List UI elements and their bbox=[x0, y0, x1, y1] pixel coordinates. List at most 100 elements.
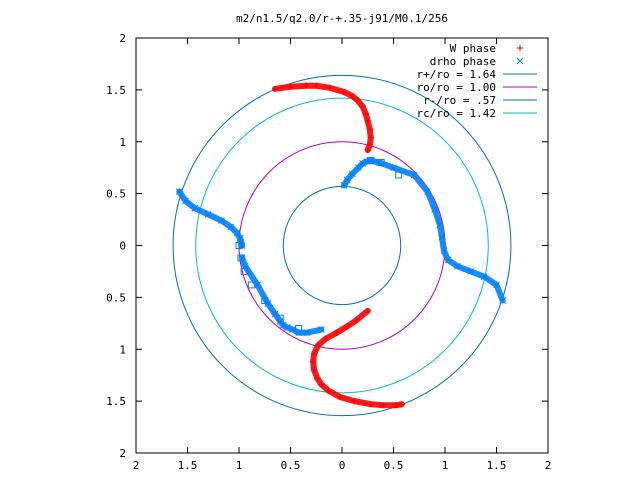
w-phase-point bbox=[362, 110, 369, 117]
drho-phase-point bbox=[454, 262, 461, 270]
w-phase-point bbox=[341, 88, 348, 95]
x-tick-label: 1 bbox=[442, 459, 449, 472]
drho-phase-square-point bbox=[247, 281, 255, 289]
x-tick-label: 1.5 bbox=[487, 459, 507, 472]
drho-phase-point bbox=[410, 171, 418, 179]
w-phase-point bbox=[398, 401, 405, 408]
drho-phase-point bbox=[424, 188, 431, 195]
y-tick-label: 0.5 bbox=[106, 291, 126, 304]
w-phase-point bbox=[315, 342, 322, 349]
w-phase-point bbox=[311, 367, 318, 373]
drho-phase-square-point bbox=[377, 159, 385, 166]
x-tick-label: 0.5 bbox=[281, 459, 301, 472]
drho-phase-square-point bbox=[237, 254, 245, 262]
drho-phase-point bbox=[182, 197, 189, 205]
drho-phase-point bbox=[440, 247, 448, 255]
drho-phase-point bbox=[233, 229, 241, 237]
drho-phase-point bbox=[236, 234, 244, 242]
drho-phase-point bbox=[340, 181, 348, 189]
w-phase-point bbox=[336, 393, 343, 400]
drho-phase-point bbox=[444, 256, 452, 264]
legend-sample-drho-phase bbox=[516, 57, 524, 65]
drho-phase-point bbox=[438, 233, 446, 241]
x-tick-label: 2 bbox=[133, 459, 140, 472]
w-phase-point bbox=[272, 85, 279, 92]
y-tick-label: 1.5 bbox=[106, 84, 126, 97]
axes-layer: 2 1.5 1 0.5 0 0.5 1 1.5 221.510.500.511.52 bbox=[106, 32, 551, 472]
drho-phase-point bbox=[218, 217, 225, 224]
drho-phase-point bbox=[175, 188, 183, 195]
drho-phase-point bbox=[359, 160, 366, 167]
drho-phase-point bbox=[204, 211, 212, 218]
x-tick-label: 2 bbox=[545, 459, 552, 472]
drho-phase-point bbox=[191, 204, 199, 212]
w-phase-point bbox=[367, 401, 374, 408]
w-phase-point bbox=[364, 307, 371, 314]
chart-title: m2/n1.5/q2.0/r-+.35-j91/M0.1/256 bbox=[236, 12, 448, 25]
drho-phase-point bbox=[279, 322, 287, 329]
circle-r-minus bbox=[282, 185, 402, 306]
w-phase-point bbox=[326, 84, 333, 91]
drho-phase-point bbox=[499, 297, 507, 304]
w-phase-point bbox=[311, 350, 318, 357]
drho-phase-band-0 bbox=[176, 188, 246, 249]
w-phase-point bbox=[367, 134, 374, 141]
w-phase-point bbox=[302, 82, 309, 89]
w-phase-point bbox=[318, 381, 325, 388]
legend-label-w-phase: W phase bbox=[450, 42, 496, 55]
y-tick-label: 1 bbox=[119, 343, 126, 356]
y-tick-label: 2 bbox=[119, 32, 126, 45]
y-tick-label: 2 bbox=[119, 447, 126, 460]
drho-phase-square-point bbox=[240, 267, 248, 275]
w-phase-point bbox=[313, 82, 320, 89]
legend-label-drho-phase: drho phase bbox=[430, 55, 496, 68]
y-tick-label: 0 bbox=[119, 240, 126, 253]
legend-label-rc: rc/ro = 1.42 bbox=[417, 107, 496, 120]
drho-phase-point bbox=[493, 281, 500, 289]
circle-rc bbox=[195, 97, 489, 394]
x-tick-label: 1.5 bbox=[178, 459, 198, 472]
x-tick-label: 0.5 bbox=[384, 459, 404, 472]
w-phase-point bbox=[353, 317, 360, 324]
w-phase-point bbox=[364, 118, 371, 124]
drho-phase-point bbox=[467, 268, 475, 275]
legend-label-r-minus: r-/ro = .57 bbox=[423, 94, 496, 107]
y-tick-label: 1 bbox=[119, 136, 126, 149]
legend-sample-w-phase bbox=[517, 45, 523, 51]
w-phase-point bbox=[287, 83, 294, 90]
legend-label-ro: ro/ro = 1.00 bbox=[417, 81, 496, 94]
drho-phase-point bbox=[284, 324, 291, 331]
drho-phase-point bbox=[343, 176, 351, 184]
x-tick-label: 0 bbox=[339, 459, 346, 472]
w-phase-point bbox=[366, 141, 373, 148]
w-phase-point bbox=[322, 335, 329, 342]
drho-phase-point bbox=[295, 329, 303, 337]
circle-r-plus bbox=[172, 74, 512, 417]
drho-phase-point bbox=[375, 159, 383, 166]
drho-phase-square-point bbox=[367, 156, 375, 164]
drho-phase-square-point bbox=[261, 296, 269, 304]
drho-phase-point bbox=[390, 164, 397, 172]
w-phase-point bbox=[392, 402, 399, 409]
y-tick-label: 1.5 bbox=[106, 395, 126, 408]
w-phase-point bbox=[364, 147, 371, 154]
w-phase-point bbox=[380, 402, 387, 409]
drho-phase-point bbox=[254, 281, 261, 289]
y-tick-label: 0.5 bbox=[106, 188, 126, 201]
drho-phase-square-point bbox=[295, 325, 303, 332]
w-phase-point bbox=[333, 329, 340, 336]
drho-phase-square-point bbox=[235, 242, 243, 249]
w-phase-point bbox=[310, 358, 317, 365]
drho-phase-square-point bbox=[395, 171, 403, 179]
series-layer bbox=[175, 82, 507, 409]
w-phase-point bbox=[314, 375, 321, 382]
x-tick-label: 1 bbox=[236, 459, 243, 472]
circle-layer bbox=[172, 74, 512, 417]
drho-phase-point bbox=[318, 326, 325, 333]
w-phase-band-0 bbox=[272, 82, 374, 154]
drho-phase-point bbox=[348, 170, 356, 178]
w-phase-point bbox=[344, 323, 351, 330]
drho-phase-point bbox=[480, 273, 488, 280]
